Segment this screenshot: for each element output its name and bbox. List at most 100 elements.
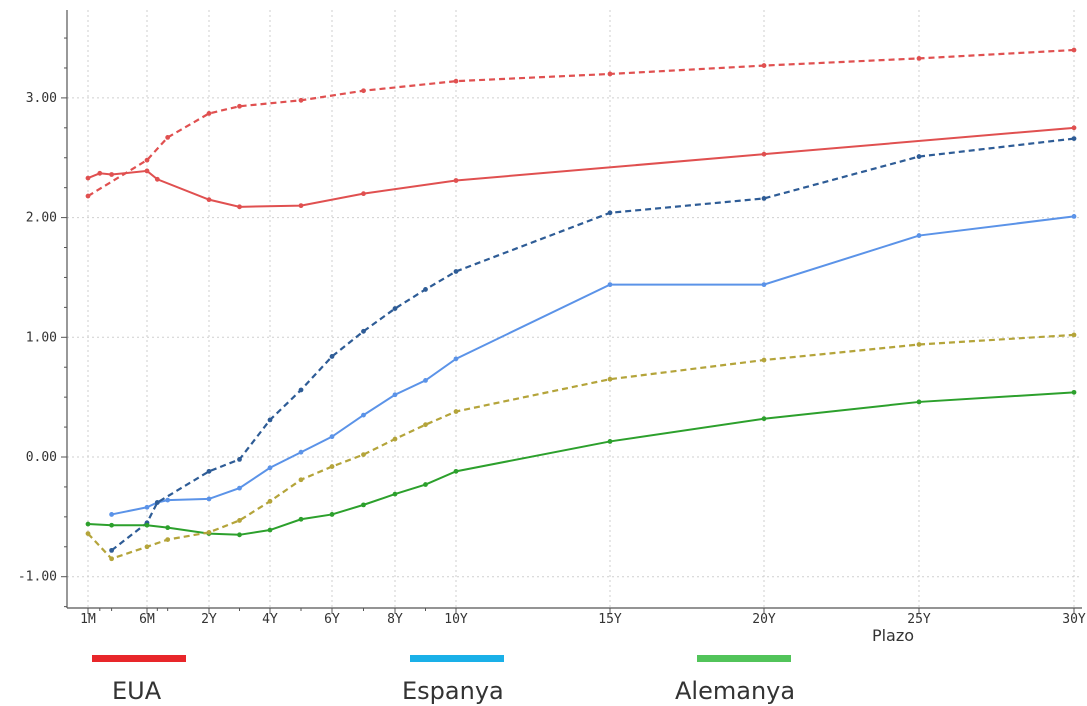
- data-point-alemanya-dashed: [206, 530, 212, 535]
- data-point-espanya-solid: [361, 412, 366, 418]
- data-point-alemanya-dashed: [298, 477, 304, 483]
- data-point-espanya-dashed: [298, 387, 304, 393]
- data-point-espanya-solid: [761, 282, 767, 288]
- data-point-eua-solid: [1071, 125, 1077, 131]
- data-point-alemanya-dashed: [329, 464, 335, 469]
- x-tick-label: 20Y: [752, 612, 776, 627]
- data-point-espanya-dashed: [916, 154, 922, 159]
- data-point-alemanya-dashed: [361, 452, 366, 458]
- data-point-alemanya-solid: [1071, 389, 1077, 395]
- data-point-alemanya-solid: [329, 512, 335, 517]
- data-point-alemanya-solid: [298, 516, 304, 522]
- data-point-eua-solid: [97, 170, 103, 176]
- data-point-alemanya-solid: [165, 525, 171, 531]
- series-line-espanya-dashed: [110, 137, 1075, 552]
- data-point-espanya-dashed: [423, 287, 428, 292]
- x-tick-labels: 1M 6M 2Y 4Y 6Y 8Y 10Y 15Y 20Y 25Y 30Y: [80, 612, 1086, 627]
- data-point-eua-dashed: [453, 78, 459, 84]
- data-point-espanya-dashed: [267, 417, 273, 423]
- data-point-alemanya-dashed: [453, 409, 459, 414]
- x-tick-label: 10Y: [444, 612, 468, 627]
- data-point-espanya-dashed: [361, 328, 366, 334]
- data-point-alemanya-dashed: [109, 556, 114, 562]
- legend-swatch: [410, 655, 504, 662]
- data-point-espanya-dashed: [761, 196, 767, 201]
- data-point-eua-dashed: [916, 55, 922, 61]
- data-point-eua-solid: [144, 168, 150, 174]
- x-tick-label: 1M: [80, 612, 96, 627]
- y-tick-label: 0.00: [26, 450, 57, 465]
- data-point-espanya-dashed: [453, 269, 459, 274]
- data-point-alemanya-solid: [361, 502, 366, 508]
- data-point-espanya-solid: [423, 377, 428, 383]
- data-point-espanya-dashed: [1071, 136, 1077, 141]
- data-point-eua-dashed: [165, 135, 171, 140]
- data-point-alemanya-dashed: [1071, 332, 1077, 338]
- data-point-alemanya-solid: [761, 416, 767, 422]
- data-point-espanya-solid: [267, 465, 273, 471]
- y-tick-label: -1.00: [18, 570, 57, 585]
- grid: [67, 10, 1082, 608]
- data-point-alemanya-solid: [237, 532, 242, 538]
- legend-label: Alemanya: [675, 677, 796, 705]
- data-point-alemanya-solid: [109, 522, 114, 528]
- data-point-espanya-solid: [392, 392, 398, 398]
- data-point-eua-dashed: [237, 103, 242, 109]
- data-point-alemanya-dashed: [761, 357, 767, 363]
- y-tick-label: 1.00: [26, 330, 57, 345]
- data-point-espanya-solid: [1071, 214, 1077, 219]
- data-point-alemanya-solid: [144, 522, 150, 528]
- data-point-eua-solid: [206, 197, 212, 203]
- series-lines: [85, 47, 1077, 562]
- x-tick-label: 30Y: [1062, 612, 1086, 627]
- data-point-espanya-solid: [329, 434, 335, 440]
- x-tick-label: 6Y: [324, 612, 340, 627]
- data-point-alemanya-dashed: [237, 518, 242, 523]
- data-point-alemanya-dashed: [392, 436, 398, 442]
- data-point-eua-dashed: [144, 157, 150, 163]
- y-tick-label: 2.00: [26, 211, 57, 226]
- data-point-espanya-dashed: [109, 547, 114, 553]
- data-point-eua-dashed: [298, 97, 304, 103]
- data-point-alemanya-dashed: [165, 537, 171, 542]
- data-point-espanya-solid: [206, 496, 212, 502]
- yield-curve-chart: 1M 6M 2Y 4Y 6Y 8Y 10Y 15Y 20Y 25Y 30Y -1.00 0.00 1.0…: [18, 10, 1086, 645]
- data-point-espanya-solid: [109, 512, 114, 517]
- data-point-eua-dashed: [361, 88, 366, 94]
- data-point-alemanya-solid: [423, 482, 428, 487]
- data-point-eua-dashed: [85, 193, 91, 199]
- data-point-alemanya-dashed: [144, 544, 150, 550]
- series-line-espanya-solid: [111, 215, 1075, 516]
- data-point-alemanya-solid: [85, 521, 91, 527]
- legend-label: EUA: [112, 677, 162, 705]
- data-point-espanya-solid: [144, 504, 150, 510]
- data-point-alemanya-solid: [607, 439, 613, 444]
- data-point-espanya-solid: [298, 449, 304, 455]
- data-point-espanya-solid: [916, 233, 922, 238]
- data-point-eua-solid: [298, 203, 304, 209]
- data-point-alemanya-dashed: [423, 422, 428, 428]
- data-point-espanya-solid: [607, 282, 613, 288]
- data-point-espanya-dashed: [237, 456, 242, 462]
- data-point-alemanya-solid: [916, 399, 922, 405]
- data-point-alemanya-solid: [392, 491, 398, 497]
- x-tick-label: 25Y: [907, 612, 931, 627]
- data-point-espanya-dashed: [392, 306, 398, 311]
- data-point-eua-solid: [85, 175, 91, 181]
- x-tick-label: 15Y: [598, 612, 622, 627]
- data-point-alemanya-dashed: [916, 342, 922, 347]
- legend-label: Espanya: [402, 677, 504, 705]
- data-point-eua-dashed: [607, 71, 613, 77]
- data-point-eua-dashed: [206, 111, 212, 116]
- data-point-alemanya-dashed: [85, 531, 91, 537]
- data-point-eua-solid: [237, 204, 242, 210]
- data-point-eua-solid: [761, 151, 767, 157]
- data-point-espanya-dashed: [607, 210, 613, 216]
- data-point-eua-dashed: [761, 63, 767, 68]
- data-point-espanya-dashed: [329, 354, 335, 359]
- legend-swatch: [92, 655, 186, 662]
- series-line-eua-dashed: [87, 48, 1075, 197]
- x-tick-label: 6M: [139, 612, 155, 627]
- data-point-eua-solid: [453, 178, 459, 183]
- data-point-espanya-solid: [237, 485, 242, 491]
